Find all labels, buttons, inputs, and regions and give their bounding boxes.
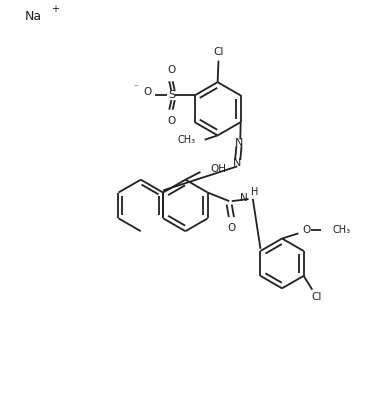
Text: CH₃: CH₃ bbox=[333, 225, 351, 235]
Text: N: N bbox=[233, 158, 241, 168]
Text: H: H bbox=[251, 187, 258, 197]
Text: CH₃: CH₃ bbox=[177, 135, 195, 145]
Text: O: O bbox=[227, 223, 236, 233]
Text: Cl: Cl bbox=[311, 293, 322, 302]
Text: OH: OH bbox=[210, 164, 226, 174]
Text: +: + bbox=[51, 4, 59, 14]
Text: N: N bbox=[240, 193, 248, 203]
Text: O: O bbox=[143, 88, 151, 98]
Text: O: O bbox=[167, 65, 175, 75]
Text: ⁻: ⁻ bbox=[134, 83, 139, 92]
Text: Cl: Cl bbox=[213, 47, 223, 57]
Text: O: O bbox=[302, 225, 311, 235]
Text: N: N bbox=[235, 138, 244, 148]
Text: O: O bbox=[167, 116, 175, 126]
Text: S: S bbox=[168, 90, 175, 100]
Text: Na: Na bbox=[24, 10, 42, 23]
